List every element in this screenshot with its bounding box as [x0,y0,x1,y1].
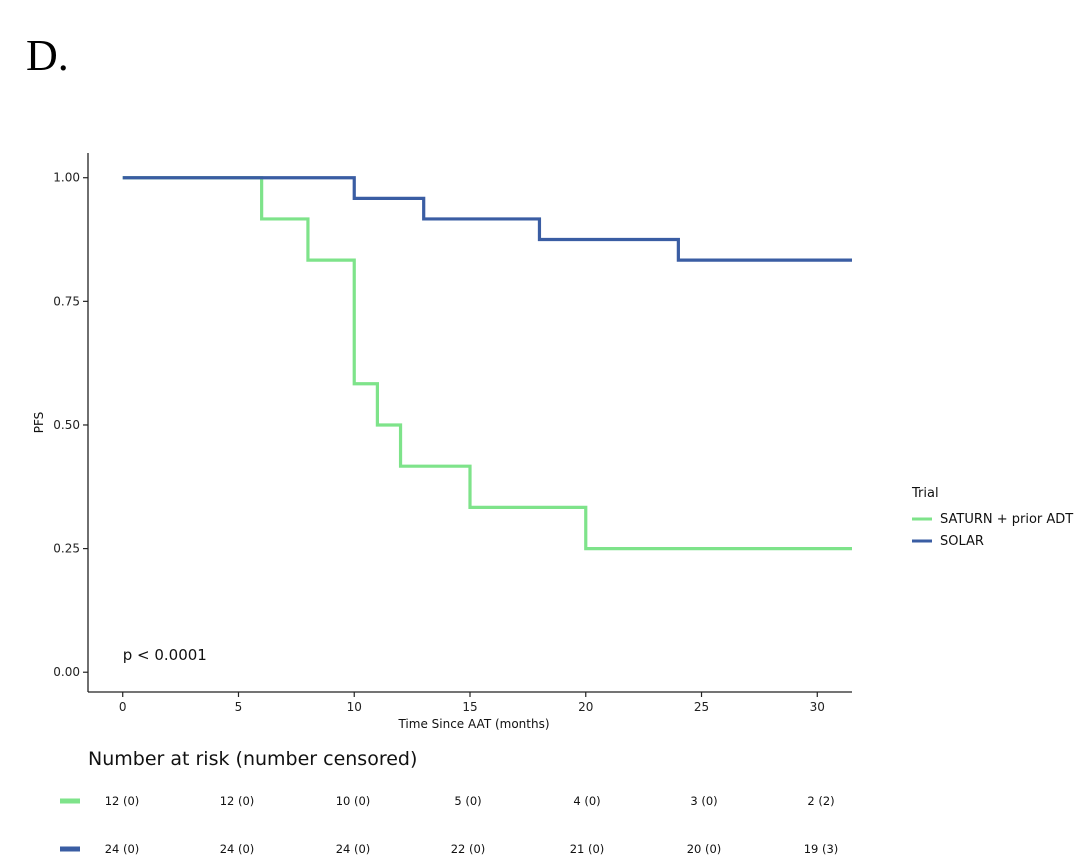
annotations: p < 0.0001 [123,646,207,664]
risk-cell: 12 (0) [220,794,255,808]
y-tick-label: 0.50 [53,418,80,432]
y-axis-title: PFS [32,412,46,434]
risk-cell: 24 (0) [105,842,140,856]
y-tick-label: 1.00 [53,171,80,185]
risk-cell: 4 (0) [573,794,600,808]
risk-cell: 24 (0) [220,842,255,856]
risk-cell: 24 (0) [336,842,371,856]
risk-table: Number at risk (number censored) 12 (0) 12… [60,748,838,856]
x-tick-label: 30 [810,700,825,714]
x-tick-label: 5 [235,700,243,714]
risk-cell: 22 (0) [451,842,486,856]
risk-cell: 19 (3) [804,842,839,856]
x-tick-label: 0 [119,700,127,714]
risk-cell: 12 (0) [105,794,140,808]
curve-solar [122,176,852,262]
legend-label: SOLAR [940,534,984,549]
panel-label: D. [26,31,69,80]
x-axis-title: Time Since AAT (months) [397,717,549,731]
risk-table-title: Number at risk (number censored) [88,748,417,770]
x-tick-label: 25 [694,700,709,714]
y-tick-label: 0.25 [53,542,80,556]
risk-cell: 21 (0) [570,842,605,856]
risk-cell: 5 (0) [454,794,481,808]
x-tick-label: 10 [347,700,362,714]
legend-title: Trial [911,486,939,501]
risk-cell: 20 (0) [687,842,722,856]
risk-cell: 10 (0) [336,794,371,808]
p-value-annotation: p < 0.0001 [123,646,207,664]
y-tick-label: 0.00 [53,665,80,679]
curve-saturn [122,176,852,551]
x-tick-label: 15 [462,700,477,714]
x-tick-label: 20 [578,700,593,714]
risk-cell: 2 (2) [807,794,834,808]
legend-label: SATURN + prior ADT [940,512,1073,527]
y-tick-label: 0.75 [53,294,80,308]
risk-cell: 3 (0) [690,794,717,808]
axes: 0.00 0.25 0.50 0.75 1.00 0 5 10 15 20 25 30 Time Sin… [32,153,852,731]
survival-curves [122,176,852,551]
